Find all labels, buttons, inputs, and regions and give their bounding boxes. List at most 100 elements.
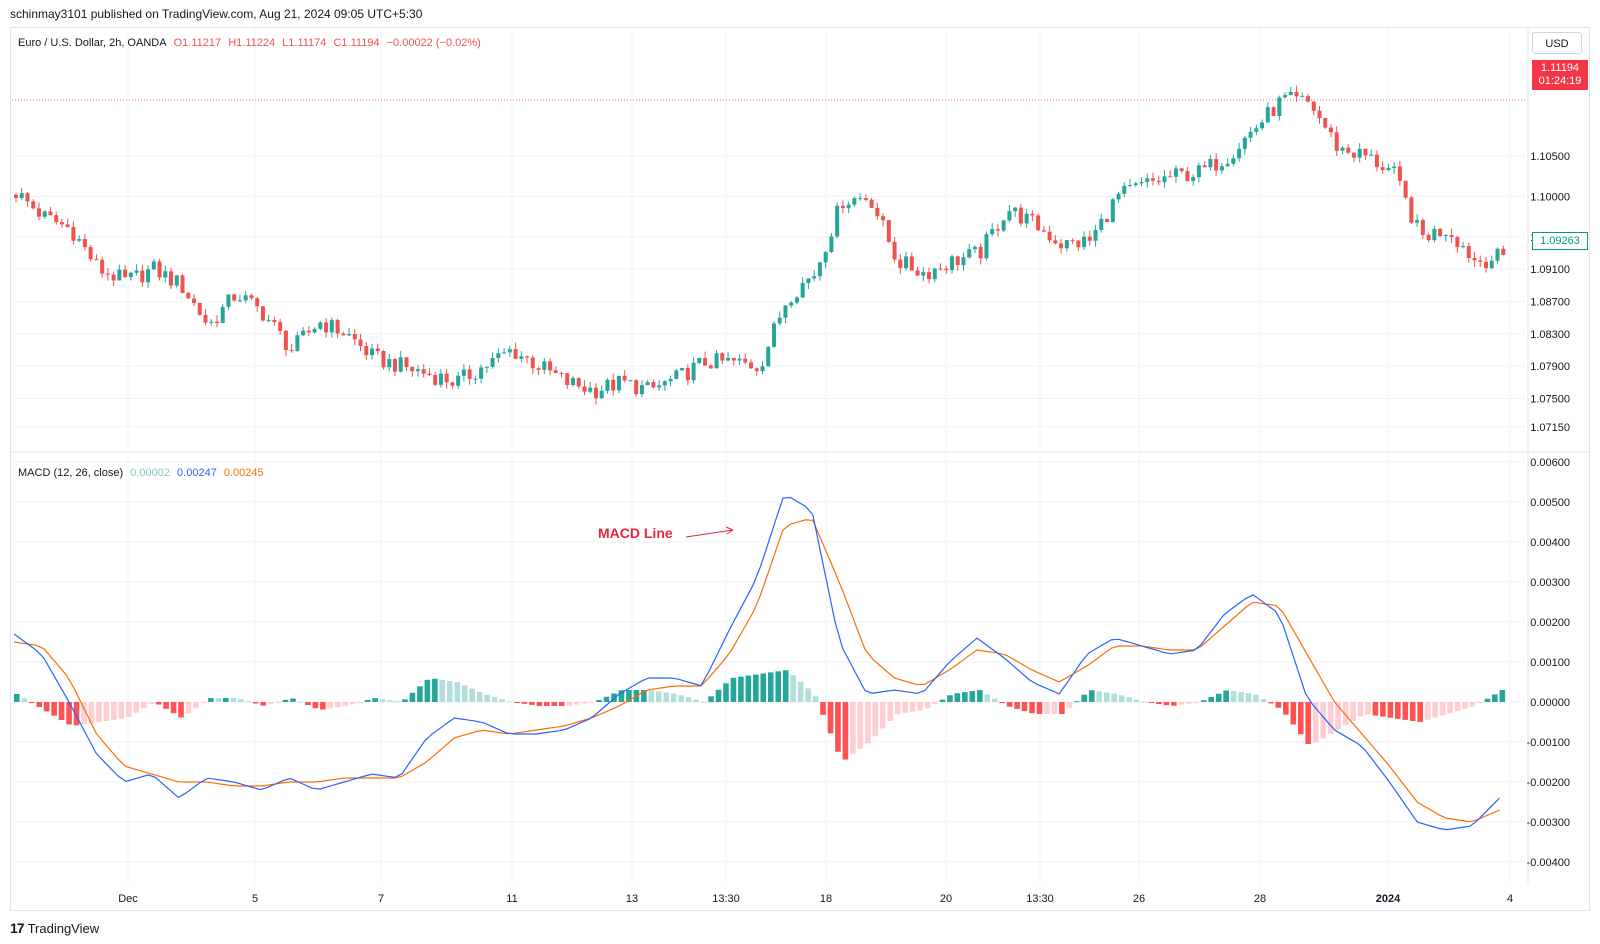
candle-body [881,216,886,221]
histogram-bar [536,702,543,706]
histogram-bar [1469,702,1476,707]
x-tick-label: Dec [118,893,138,905]
histogram-bar [432,678,438,702]
candle-body [352,334,357,340]
histogram-bar [857,702,864,749]
candle-body [703,358,708,366]
candle-body [1196,165,1201,178]
histogram-bar [1305,702,1312,745]
histogram-bar [342,702,349,707]
candle-body [232,294,237,301]
candle-body [1501,248,1506,255]
histogram-bar [133,702,140,713]
candle-body [749,362,754,369]
histogram-bar [1365,702,1371,715]
histogram-bar [954,693,961,702]
candle-body [1168,176,1173,178]
histogram-bar [1439,702,1446,716]
candle-body [421,369,426,374]
candle-body [1397,166,1402,181]
candle-body [358,339,363,346]
candle-body [697,358,702,363]
histogram-bar [1275,702,1282,708]
price-tick-label: 1.07900 [1530,361,1570,373]
histogram-bar [969,691,976,702]
candle-body [938,268,943,270]
histogram-bar [469,688,475,702]
macd-label[interactable]: MACD (12, 26, close) [18,467,124,479]
histogram-bar [21,698,28,702]
histogram-bar [1096,691,1103,702]
histogram-bar [797,681,804,702]
signal-line [13,519,1500,823]
candle-body [1191,177,1196,182]
histogram-bar [566,702,573,706]
histogram-bar [1290,702,1297,725]
histogram-bar [111,702,117,720]
macd-tick-label: 0.00000 [1530,697,1570,709]
histogram-bar [312,702,319,709]
candle-body [48,211,53,216]
histogram-bar [984,694,991,702]
candle-body [714,353,719,369]
candle-body [1059,243,1064,249]
candle-body [1105,218,1110,223]
histogram-bar [529,702,535,705]
candle-body [427,373,432,375]
candle-body [961,257,966,266]
histogram-bar [1103,692,1110,702]
candle-body [927,272,932,280]
candle-body [846,204,851,209]
candle-body [1013,207,1018,212]
candle-body [1300,96,1305,98]
histogram-bar [178,702,184,718]
tradingview-logo[interactable]: 17 TradingView [10,920,99,936]
candle-body [387,359,392,368]
histogram-bar [641,690,647,702]
candle-body [1449,235,1454,238]
histogram-bar [1193,702,1200,703]
candle-body [1357,148,1362,158]
candle-body [949,256,955,271]
candle-body [123,269,128,278]
candle-body [324,322,329,333]
candle-body [1277,97,1282,116]
histogram-bar [924,702,931,709]
macd-line-annotation[interactable]: MACD Line [598,525,673,541]
x-tick-label: 13:30 [712,893,740,905]
histogram-bar [805,688,811,702]
histogram-bar [909,702,916,712]
histogram-bar [551,702,558,706]
histogram-bar [51,702,57,716]
histogram-bar [1335,702,1341,730]
histogram-bar [1268,702,1274,704]
candle-body [31,201,36,209]
histogram-bar [305,702,311,705]
candle-body [858,198,863,200]
price-tick-label: 1.07500 [1530,394,1570,406]
candle-body [260,306,265,321]
histogram-bar [387,700,393,702]
candle-body [375,348,380,352]
currency-selector[interactable]: USD [1532,32,1582,54]
histogram-bar [999,702,1005,704]
candle-body [450,382,455,386]
candle-body [128,272,133,278]
x-tick-label: 4 [1507,893,1513,905]
histogram-bar [1059,702,1065,714]
histogram-bar [1245,693,1252,702]
candle-body [398,357,403,372]
candle-body [1041,230,1046,232]
histogram-bar [1215,693,1222,702]
candle-body [214,321,219,324]
candle-body [13,194,19,199]
candle-body [875,207,880,217]
histogram-bar [685,697,692,702]
candle-body [467,369,472,379]
candle-body [1265,107,1270,123]
symbol-label[interactable]: Euro / U.S. Dollar, 2h, OANDA [18,37,167,49]
histogram-bar [1021,702,1028,712]
candle-body [863,198,868,200]
histogram-bar [1417,702,1424,722]
